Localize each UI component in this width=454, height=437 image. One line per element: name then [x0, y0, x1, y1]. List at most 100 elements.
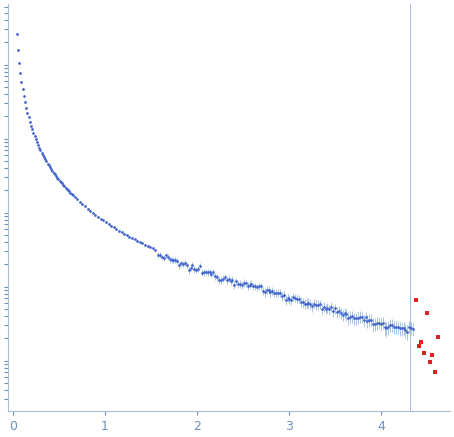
Point — [18, 78, 25, 85]
Point — [360, 317, 367, 324]
Point — [170, 257, 177, 264]
Point — [267, 289, 274, 296]
Point — [164, 253, 172, 260]
Point — [27, 122, 35, 129]
Point — [204, 269, 211, 276]
Point — [288, 297, 295, 304]
Point — [320, 303, 327, 310]
Point — [223, 277, 230, 284]
Point — [183, 261, 190, 268]
Point — [408, 324, 415, 331]
Point — [136, 239, 143, 246]
Point — [15, 59, 23, 66]
Point — [115, 227, 123, 234]
Point — [64, 187, 72, 194]
Point — [429, 352, 436, 359]
Point — [237, 281, 244, 288]
Point — [343, 311, 350, 318]
Point — [31, 132, 38, 139]
Point — [244, 282, 251, 289]
Point — [56, 177, 63, 184]
Point — [133, 237, 141, 244]
Point — [263, 287, 270, 294]
Point — [79, 201, 86, 208]
Point — [69, 191, 76, 198]
Point — [29, 126, 36, 133]
Point — [402, 327, 409, 334]
Point — [128, 234, 136, 241]
Point — [74, 196, 81, 203]
Point — [19, 86, 26, 93]
Point — [84, 205, 91, 212]
Point — [192, 267, 200, 274]
Point — [297, 298, 305, 305]
Point — [144, 243, 151, 250]
Point — [52, 173, 59, 180]
Point — [341, 310, 348, 317]
Point — [178, 260, 185, 267]
Point — [309, 303, 316, 310]
Point — [373, 319, 380, 326]
Point — [291, 295, 299, 302]
Point — [13, 30, 20, 37]
Point — [345, 314, 352, 321]
Point — [200, 269, 207, 276]
Point — [339, 311, 346, 318]
Point — [284, 294, 291, 301]
Point — [59, 180, 66, 187]
Point — [368, 316, 375, 323]
Point — [142, 241, 149, 248]
Point — [87, 207, 94, 214]
Point — [162, 252, 169, 259]
Point — [139, 240, 146, 247]
Point — [404, 328, 411, 335]
Point — [322, 305, 329, 312]
Point — [219, 275, 227, 282]
Point — [385, 323, 392, 330]
Point — [356, 313, 364, 320]
Point — [290, 293, 297, 300]
Point — [337, 309, 345, 316]
Point — [35, 142, 42, 149]
Point — [234, 281, 242, 288]
Point — [126, 233, 133, 240]
Point — [396, 325, 403, 332]
Point — [381, 323, 388, 330]
Point — [418, 339, 425, 346]
Point — [14, 46, 21, 53]
Point — [110, 224, 117, 231]
Point — [202, 268, 209, 275]
Point — [242, 280, 249, 287]
Point — [278, 293, 286, 300]
Point — [168, 257, 175, 264]
Point — [392, 323, 400, 330]
Point — [240, 279, 247, 286]
Point — [38, 149, 45, 156]
Point — [377, 320, 385, 327]
Point — [350, 315, 358, 322]
Point — [261, 289, 268, 296]
Point — [269, 287, 276, 294]
Point — [271, 289, 278, 296]
Point — [410, 326, 417, 333]
Point — [173, 257, 181, 264]
Point — [37, 147, 44, 154]
Point — [24, 109, 31, 116]
Point — [195, 266, 202, 273]
Point — [68, 190, 75, 197]
Point — [335, 308, 342, 315]
Point — [272, 289, 280, 296]
Point — [426, 358, 434, 365]
Point — [217, 276, 225, 283]
Point — [108, 222, 115, 229]
Point — [394, 323, 401, 330]
Point — [157, 251, 164, 258]
Point — [57, 179, 64, 186]
Point — [299, 299, 306, 306]
Point — [191, 266, 198, 273]
Point — [99, 217, 107, 224]
Point — [280, 292, 287, 299]
Point — [398, 325, 405, 332]
Point — [176, 262, 183, 269]
Point — [305, 299, 312, 306]
